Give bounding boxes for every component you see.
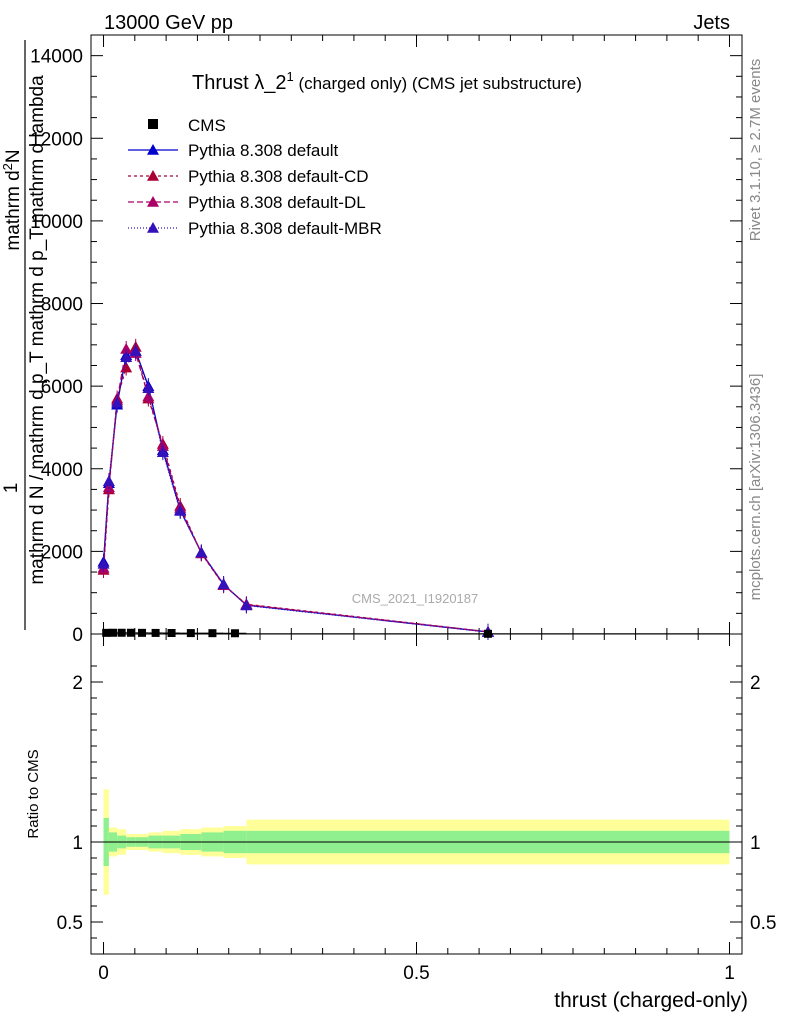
chart-title-rest: (charged only) (CMS jet substructure) (294, 74, 582, 93)
series-3 (97, 343, 494, 641)
ratio-panel: 0 0.5 1 0.5 0.5 1 1 2 2 (57, 633, 776, 984)
legend-marker (147, 170, 159, 181)
ratio-ylabel: Ratio to CMS (25, 749, 42, 838)
legend-label: Pythia 8.308 default-CD (188, 167, 369, 186)
y-tick-label: 10000 (30, 212, 83, 233)
ylabel-top: mathrm d2N (0, 149, 24, 250)
chart-title: Thrust λ_21 (charged only) (CMS jet subs… (192, 69, 582, 94)
series-line (102, 350, 489, 633)
x-tick-label: 1 (724, 963, 735, 984)
legend-marker (147, 222, 159, 233)
process-label: Jets (693, 12, 730, 34)
series-marker (120, 342, 133, 354)
mcplots-label: mcplots.cern.ch [arXiv:1306.3436] (747, 374, 764, 601)
rivet-label: Rivet 3.1.10, ≥ 2.7M events (747, 59, 764, 242)
legend-marker (147, 144, 159, 155)
x-tick-label: 0.5 (403, 963, 429, 984)
ratio-y-tick-label-right: 2 (750, 673, 761, 694)
legend-label: Pythia 8.308 default (188, 141, 339, 160)
series-marker (120, 351, 133, 363)
y-tick-label: 0 (72, 625, 83, 646)
y-tick-label: 6000 (41, 377, 83, 398)
ratio-ticks: 0 0.5 1 0.5 0.5 1 1 2 2 (57, 634, 776, 984)
main-ylabel: mathrm d2N 1 mathrm d N / mathrm d p_T m… (0, 40, 48, 630)
y-tick-label: 14000 (30, 47, 83, 68)
series-marker (129, 345, 142, 356)
ratio-y-tick-label: 2 (72, 673, 83, 694)
series-line (102, 350, 489, 633)
series-marker (142, 382, 155, 394)
ratio-y-tick-label: 0.5 (57, 913, 83, 934)
ratio-frame (90, 633, 743, 955)
y-tick-label: 4000 (41, 460, 83, 481)
series-line (102, 348, 489, 633)
series-marker (174, 504, 187, 516)
series-line (102, 344, 489, 633)
y-tick-label: 8000 (41, 295, 83, 316)
analysis-watermark: CMS_2021_I1920187 (352, 591, 479, 606)
x-tick-label: 0 (98, 963, 109, 984)
chart-title-sup: 1 (286, 69, 293, 84)
main-ticks: 0 2000 4000 6000 8000 10000 12000 14000 (30, 34, 742, 646)
legend-label: Pythia 8.308 default-DL (188, 193, 366, 212)
series-marker (111, 396, 124, 408)
ratio-y-tick-label-right: 1 (750, 833, 761, 854)
series-marker (97, 557, 110, 569)
legend-cms-marker (148, 119, 158, 129)
series-marker (195, 546, 208, 558)
chart-title-main: Thrust λ_2 (192, 72, 286, 94)
series-marker (217, 578, 230, 589)
ratio-y-tick-label: 1 (72, 833, 83, 854)
legend: CMS Pythia 8.308 default Pythia 8.308 defa… (128, 116, 382, 238)
ylabel-mid: 1 (1, 483, 22, 494)
ratio-y-tick-label-right: 0.5 (750, 913, 776, 934)
x-axis-label: thrust (charged-only) (554, 989, 748, 1012)
legend-label: Pythia 8.308 default-MBR (188, 219, 382, 238)
series-marker (156, 446, 169, 458)
legend-marker (147, 196, 159, 207)
series-marker (240, 599, 253, 611)
y-tick-label: 12000 (30, 129, 83, 150)
ylabel-bottom: mathrm d N / mathrm d p_T mathrm d p_T m… (27, 75, 48, 585)
energy-label: 13000 GeV pp (104, 12, 233, 34)
y-tick-label: 2000 (41, 542, 83, 563)
legend-cms-label: CMS (188, 116, 226, 135)
series-marker (102, 475, 115, 486)
main-panel: 0 2000 4000 6000 8000 10000 12000 14000 Thrust … (30, 34, 743, 646)
